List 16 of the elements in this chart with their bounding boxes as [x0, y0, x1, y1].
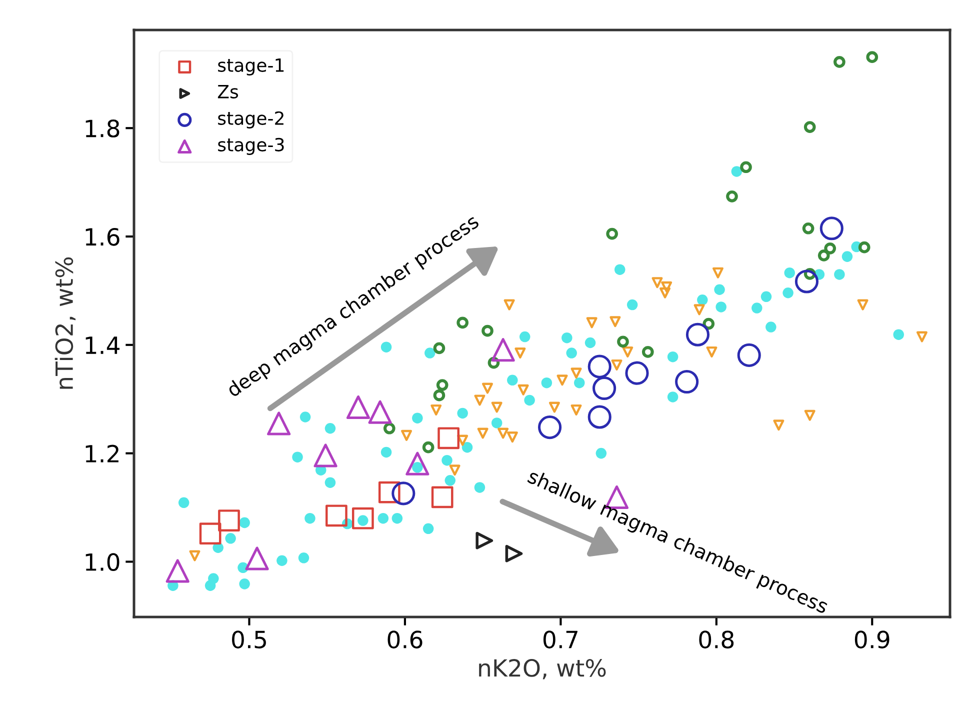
legend-label: stage-3	[218, 138, 284, 155]
x-tick-label: 0.6	[388, 630, 422, 648]
legend-label: stage-1	[218, 58, 284, 76]
y-tick-label: 1.4	[86, 336, 120, 354]
x-tick-label: 0.5	[232, 630, 266, 648]
y-axis-title: nTiO2, wt%	[54, 257, 76, 389]
y-tick-label: 1.8	[86, 120, 120, 138]
x-tick-label: 0.8	[699, 630, 734, 648]
y-tick-label: 1.0	[86, 553, 120, 572]
y-tick-label: 1.2	[86, 444, 118, 462]
x-tick-label: 0.9	[854, 630, 890, 648]
x-axis-title: nK2O, wt%	[479, 659, 606, 680]
legend-label: Zs	[218, 85, 238, 98]
legend-label: stage-2	[218, 111, 284, 128]
y-tick-label: 1.6	[86, 228, 120, 246]
x-tick-label: 0.7	[543, 630, 578, 648]
